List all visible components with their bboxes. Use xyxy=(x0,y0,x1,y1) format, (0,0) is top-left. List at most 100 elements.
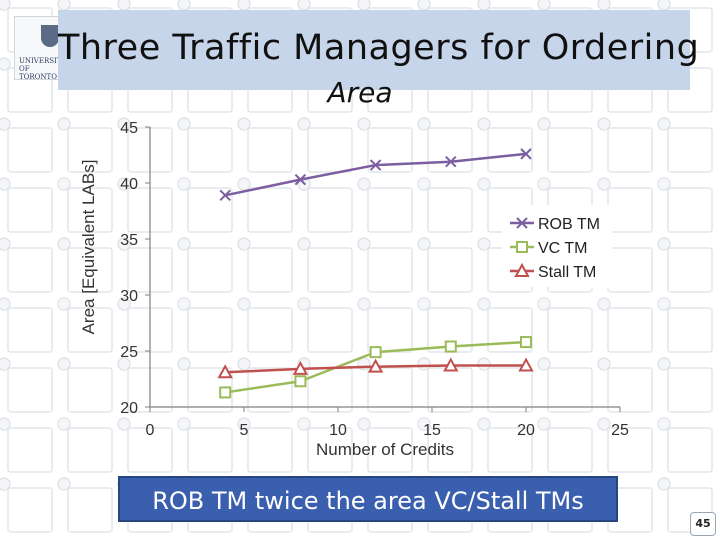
bg-tile xyxy=(187,247,233,293)
bg-node xyxy=(357,177,371,191)
series-vc-tm xyxy=(219,336,532,399)
bg-node xyxy=(657,357,671,371)
bg-tile xyxy=(607,427,653,473)
bg-node xyxy=(417,417,431,431)
bg-tile xyxy=(547,367,593,413)
bg-tile xyxy=(247,427,293,473)
legend: ROB TM VC TM Stall TM xyxy=(502,205,612,287)
crest-icon xyxy=(41,25,59,47)
data-point xyxy=(294,173,307,186)
slide-subtitle: Area xyxy=(327,76,393,109)
bg-node xyxy=(177,0,191,11)
bg-node xyxy=(597,117,611,131)
bg-node xyxy=(477,0,491,11)
bg-node xyxy=(0,417,11,431)
bg-node xyxy=(537,0,551,11)
data-point xyxy=(520,148,532,160)
bg-node xyxy=(297,0,311,11)
y-tick-label: 45 xyxy=(120,120,138,137)
bg-node xyxy=(537,297,551,311)
bg-tile xyxy=(7,187,53,233)
bg-tile xyxy=(67,247,113,293)
bg-node xyxy=(177,417,191,431)
bg-tile xyxy=(307,307,353,353)
bg-node xyxy=(537,117,551,131)
bg-node xyxy=(477,117,491,131)
y-axis-label: Area [Equivalent LABs] xyxy=(79,160,98,335)
bg-node xyxy=(297,417,311,431)
page-number: 45 xyxy=(690,512,716,536)
bg-tile xyxy=(427,247,473,293)
bg-node xyxy=(117,0,131,11)
bg-node xyxy=(477,237,491,251)
x-tick-label: 15 xyxy=(423,422,441,439)
data-point xyxy=(518,357,534,372)
bg-tile xyxy=(667,247,713,293)
bg-node xyxy=(117,297,131,311)
bg-node xyxy=(477,297,491,311)
bg-tile xyxy=(247,127,293,173)
bg-node xyxy=(597,177,611,191)
bg-tile xyxy=(7,247,53,293)
data-point xyxy=(520,336,532,349)
bg-tile xyxy=(7,487,53,533)
bg-tile xyxy=(667,187,713,233)
bg-node xyxy=(237,237,251,251)
bg-tile xyxy=(67,427,113,473)
bg-node xyxy=(117,357,131,371)
bg-tile xyxy=(427,127,473,173)
y-tick-label: 30 xyxy=(120,288,138,305)
bg-tile xyxy=(7,307,53,353)
bg-tile xyxy=(667,67,713,113)
y-tick-label: 35 xyxy=(120,232,138,249)
bg-node xyxy=(477,417,491,431)
bg-tile xyxy=(67,487,113,533)
bg-tile xyxy=(667,427,713,473)
legend-marker xyxy=(516,241,528,253)
bg-node xyxy=(237,0,251,11)
bg-tile xyxy=(7,127,53,173)
bg-node xyxy=(357,0,371,11)
bg-tile xyxy=(247,187,293,233)
bg-node xyxy=(417,237,431,251)
bg-node xyxy=(657,297,671,311)
bg-node xyxy=(177,177,191,191)
bg-node xyxy=(657,417,671,431)
bg-tile xyxy=(547,427,593,473)
bg-node xyxy=(0,177,11,191)
bg-tile xyxy=(187,187,233,233)
bg-node xyxy=(177,117,191,131)
bg-node xyxy=(117,117,131,131)
bg-tile xyxy=(187,367,233,413)
y-tick-label: 40 xyxy=(120,176,138,193)
x-tick-label: 5 xyxy=(240,422,249,439)
bg-node xyxy=(537,177,551,191)
data-point xyxy=(294,375,307,388)
bg-node xyxy=(597,357,611,371)
legend-label: Stall TM xyxy=(538,264,596,281)
legend-marker xyxy=(516,217,528,229)
bg-tile xyxy=(667,367,713,413)
x-tick-label: 10 xyxy=(329,422,347,439)
bg-node xyxy=(0,237,11,251)
bg-node xyxy=(657,117,671,131)
series-line xyxy=(224,152,527,197)
data-point xyxy=(217,364,233,379)
bg-tile xyxy=(187,427,233,473)
bg-node xyxy=(477,357,491,371)
bg-node xyxy=(477,177,491,191)
bg-node xyxy=(297,237,311,251)
line-chart: 20 25 30 35 40 45 0 5 10 15 20 25 Number of Credits A… xyxy=(79,120,629,459)
bg-node xyxy=(297,117,311,131)
data-point xyxy=(445,156,457,168)
bg-node xyxy=(297,297,311,311)
bg-node xyxy=(177,357,191,371)
bg-tile xyxy=(127,427,173,473)
legend-label: ROB TM xyxy=(538,216,600,233)
bg-tile xyxy=(7,427,53,473)
bg-tile xyxy=(667,127,713,173)
bg-node xyxy=(417,177,431,191)
bg-tile xyxy=(487,427,533,473)
bg-node xyxy=(597,0,611,11)
bg-tile xyxy=(487,127,533,173)
